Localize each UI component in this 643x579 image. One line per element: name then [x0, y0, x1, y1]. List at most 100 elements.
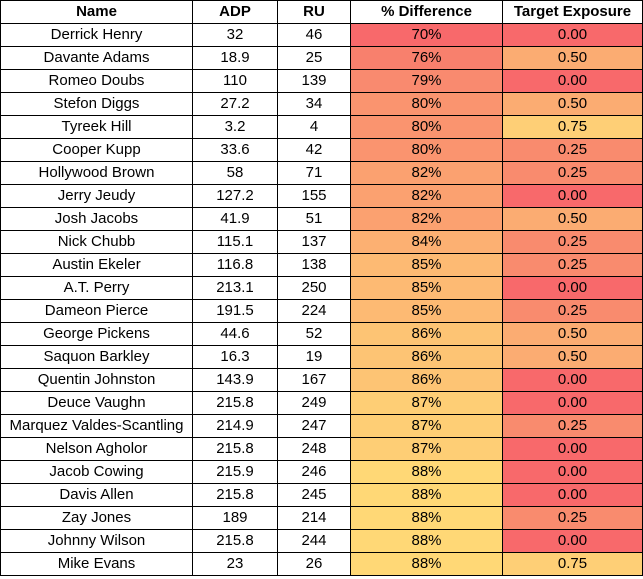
cell-name[interactable]: Jerry Jeudy — [0, 184, 193, 208]
cell-pct-difference[interactable]: 85% — [350, 276, 503, 300]
cell-pct-difference[interactable]: 85% — [350, 253, 503, 277]
cell-pct-difference[interactable]: 87% — [350, 414, 503, 438]
cell-pct-difference[interactable]: 80% — [350, 92, 503, 116]
cell-target-exposure[interactable]: 0.25 — [502, 253, 643, 277]
cell-target-exposure[interactable]: 0.00 — [502, 23, 643, 47]
cell-adp[interactable]: 33.6 — [192, 138, 278, 162]
cell-target-exposure[interactable]: 0.50 — [502, 207, 643, 231]
cell-adp[interactable]: 58 — [192, 161, 278, 185]
cell-ru[interactable]: 248 — [277, 437, 351, 461]
cell-target-exposure[interactable]: 0.25 — [502, 161, 643, 185]
cell-name[interactable]: Romeo Doubs — [0, 69, 193, 93]
cell-name[interactable]: George Pickens — [0, 322, 193, 346]
cell-ru[interactable]: 26 — [277, 552, 351, 576]
cell-pct-difference[interactable]: 79% — [350, 69, 503, 93]
cell-name[interactable]: Saquon Barkley — [0, 345, 193, 369]
cell-pct-difference[interactable]: 76% — [350, 46, 503, 70]
cell-adp[interactable]: 189 — [192, 506, 278, 530]
cell-target-exposure[interactable]: 0.00 — [502, 69, 643, 93]
cell-target-exposure[interactable]: 0.00 — [502, 460, 643, 484]
cell-adp[interactable]: 143.9 — [192, 368, 278, 392]
cell-pct-difference[interactable]: 87% — [350, 391, 503, 415]
cell-target-exposure[interactable]: 0.25 — [502, 506, 643, 530]
cell-name[interactable]: Nelson Agholor — [0, 437, 193, 461]
cell-pct-difference[interactable]: 82% — [350, 161, 503, 185]
cell-adp[interactable]: 116.8 — [192, 253, 278, 277]
cell-pct-difference[interactable]: 85% — [350, 299, 503, 323]
cell-name[interactable]: Jacob Cowing — [0, 460, 193, 484]
cell-name[interactable]: Deuce Vaughn — [0, 391, 193, 415]
cell-target-exposure[interactable]: 0.50 — [502, 92, 643, 116]
cell-ru[interactable]: 19 — [277, 345, 351, 369]
cell-target-exposure[interactable]: 0.75 — [502, 115, 643, 139]
cell-target-exposure[interactable]: 0.00 — [502, 529, 643, 553]
cell-adp[interactable]: 27.2 — [192, 92, 278, 116]
cell-adp[interactable]: 110 — [192, 69, 278, 93]
cell-name[interactable]: Davante Adams — [0, 46, 193, 70]
header-name[interactable]: Name — [0, 0, 193, 24]
cell-adp[interactable]: 32 — [192, 23, 278, 47]
cell-target-exposure[interactable]: 0.00 — [502, 276, 643, 300]
header-target-exposure[interactable]: Target Exposure — [502, 0, 643, 24]
cell-target-exposure[interactable]: 0.00 — [502, 391, 643, 415]
cell-name[interactable]: Johnny Wilson — [0, 529, 193, 553]
cell-pct-difference[interactable]: 88% — [350, 483, 503, 507]
cell-adp[interactable]: 18.9 — [192, 46, 278, 70]
cell-pct-difference[interactable]: 80% — [350, 115, 503, 139]
cell-name[interactable]: Stefon Diggs — [0, 92, 193, 116]
cell-pct-difference[interactable]: 82% — [350, 207, 503, 231]
cell-pct-difference[interactable]: 87% — [350, 437, 503, 461]
cell-name[interactable]: Mike Evans — [0, 552, 193, 576]
header-ru[interactable]: RU — [277, 0, 351, 24]
cell-ru[interactable]: 51 — [277, 207, 351, 231]
cell-ru[interactable]: 250 — [277, 276, 351, 300]
cell-target-exposure[interactable]: 0.50 — [502, 322, 643, 346]
cell-pct-difference[interactable]: 86% — [350, 345, 503, 369]
cell-pct-difference[interactable]: 86% — [350, 368, 503, 392]
cell-pct-difference[interactable]: 88% — [350, 529, 503, 553]
cell-ru[interactable]: 138 — [277, 253, 351, 277]
cell-target-exposure[interactable]: 0.25 — [502, 414, 643, 438]
cell-name[interactable]: Derrick Henry — [0, 23, 193, 47]
cell-adp[interactable]: 23 — [192, 552, 278, 576]
cell-target-exposure[interactable]: 0.25 — [502, 299, 643, 323]
cell-name[interactable]: Cooper Kupp — [0, 138, 193, 162]
cell-ru[interactable]: 137 — [277, 230, 351, 254]
cell-adp[interactable]: 215.8 — [192, 391, 278, 415]
cell-ru[interactable]: 214 — [277, 506, 351, 530]
cell-target-exposure[interactable]: 0.50 — [502, 46, 643, 70]
cell-name[interactable]: Davis Allen — [0, 483, 193, 507]
cell-target-exposure[interactable]: 0.25 — [502, 138, 643, 162]
cell-adp[interactable]: 215.9 — [192, 460, 278, 484]
cell-pct-difference[interactable]: 70% — [350, 23, 503, 47]
cell-pct-difference[interactable]: 84% — [350, 230, 503, 254]
cell-ru[interactable]: 244 — [277, 529, 351, 553]
cell-adp[interactable]: 191.5 — [192, 299, 278, 323]
cell-ru[interactable]: 245 — [277, 483, 351, 507]
cell-name[interactable]: Zay Jones — [0, 506, 193, 530]
cell-ru[interactable]: 46 — [277, 23, 351, 47]
cell-adp[interactable]: 3.2 — [192, 115, 278, 139]
cell-ru[interactable]: 71 — [277, 161, 351, 185]
cell-ru[interactable]: 246 — [277, 460, 351, 484]
cell-ru[interactable]: 52 — [277, 322, 351, 346]
cell-target-exposure[interactable]: 0.00 — [502, 184, 643, 208]
cell-ru[interactable]: 167 — [277, 368, 351, 392]
cell-pct-difference[interactable]: 88% — [350, 552, 503, 576]
cell-adp[interactable]: 215.8 — [192, 437, 278, 461]
cell-ru[interactable]: 247 — [277, 414, 351, 438]
header-pct-difference[interactable]: % Difference — [350, 0, 503, 24]
cell-name[interactable]: Tyreek Hill — [0, 115, 193, 139]
cell-adp[interactable]: 115.1 — [192, 230, 278, 254]
cell-name[interactable]: Marquez Valdes-Scantling — [0, 414, 193, 438]
cell-adp[interactable]: 214.9 — [192, 414, 278, 438]
header-adp[interactable]: ADP — [192, 0, 278, 24]
cell-target-exposure[interactable]: 0.00 — [502, 437, 643, 461]
cell-target-exposure[interactable]: 0.25 — [502, 230, 643, 254]
cell-target-exposure[interactable]: 0.00 — [502, 483, 643, 507]
cell-target-exposure[interactable]: 0.00 — [502, 368, 643, 392]
cell-ru[interactable]: 249 — [277, 391, 351, 415]
cell-ru[interactable]: 4 — [277, 115, 351, 139]
cell-adp[interactable]: 127.2 — [192, 184, 278, 208]
cell-target-exposure[interactable]: 0.75 — [502, 552, 643, 576]
